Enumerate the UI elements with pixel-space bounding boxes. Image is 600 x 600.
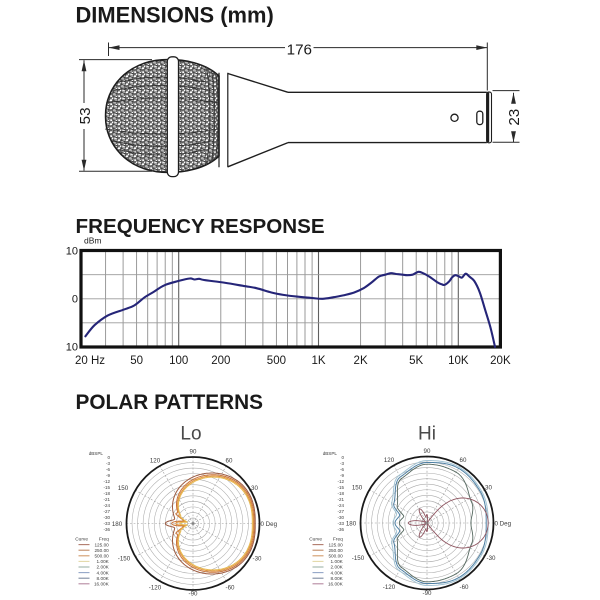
svg-text:DIMENSIONS (mm): DIMENSIONS (mm)	[76, 3, 274, 28]
svg-text:-18: -18	[337, 491, 344, 496]
svg-text:10K: 10K	[448, 355, 469, 367]
svg-text:30: 30	[251, 485, 258, 492]
svg-text:-33: -33	[337, 521, 344, 526]
svg-text:-24: -24	[103, 503, 110, 508]
svg-text:8.00K: 8.00K	[97, 576, 110, 581]
svg-text:23: 23	[506, 109, 523, 126]
svg-text:-30: -30	[253, 556, 263, 563]
svg-text:30: 30	[485, 485, 492, 492]
svg-text:-21: -21	[103, 497, 110, 502]
svg-text:Curve: Curve	[75, 537, 88, 543]
svg-text:500: 500	[267, 355, 286, 367]
svg-text:2.00K: 2.00K	[97, 565, 110, 570]
svg-text:-27: -27	[103, 509, 110, 514]
svg-text:-27: -27	[337, 509, 344, 514]
svg-text:-3: -3	[340, 461, 344, 466]
svg-text:Freq: Freq	[99, 537, 109, 543]
svg-text:-12: -12	[337, 479, 344, 484]
svg-text:-60: -60	[226, 585, 236, 592]
svg-text:dBm: dBm	[84, 236, 101, 246]
svg-text:16.00K: 16.00K	[328, 582, 344, 587]
svg-text:-33: -33	[103, 521, 110, 526]
svg-text:-36: -36	[337, 527, 344, 532]
svg-text:90: 90	[190, 449, 197, 456]
svg-text:-18: -18	[103, 491, 110, 496]
svg-text:5K: 5K	[409, 355, 423, 367]
svg-text:176: 176	[287, 41, 312, 58]
svg-text:-150: -150	[352, 555, 365, 562]
svg-text:1.00K: 1.00K	[331, 559, 344, 564]
svg-text:60: 60	[226, 458, 233, 465]
svg-text:1K: 1K	[311, 355, 325, 367]
svg-text:Lo: Lo	[180, 424, 201, 445]
svg-text:2.00K: 2.00K	[331, 565, 344, 570]
svg-text:125.00: 125.00	[328, 542, 343, 547]
svg-text:2K: 2K	[354, 355, 368, 367]
svg-text:0: 0	[107, 455, 110, 460]
svg-text:-150: -150	[118, 556, 131, 563]
svg-text:4.00K: 4.00K	[331, 570, 344, 575]
svg-text:500.00: 500.00	[94, 554, 109, 559]
svg-text:150: 150	[352, 485, 363, 492]
svg-text:120: 120	[384, 457, 395, 464]
svg-text:150: 150	[118, 485, 129, 492]
svg-text:-6: -6	[106, 467, 110, 472]
svg-text:120: 120	[150, 458, 161, 465]
svg-text:-120: -120	[383, 584, 396, 591]
svg-text:0: 0	[72, 294, 78, 306]
svg-text:-120: -120	[149, 585, 162, 592]
svg-text:-90: -90	[189, 591, 199, 598]
svg-text:0: 0	[341, 455, 344, 460]
svg-text:60: 60	[460, 457, 467, 464]
svg-text:-9: -9	[340, 473, 344, 478]
svg-text:4.00K: 4.00K	[97, 570, 110, 575]
svg-text:-15: -15	[103, 485, 110, 490]
svg-text:-36: -36	[103, 527, 110, 532]
svg-text:Curve: Curve	[309, 537, 322, 543]
svg-text:10: 10	[66, 246, 78, 258]
svg-text:53: 53	[77, 107, 94, 124]
svg-text:-90: -90	[423, 590, 433, 597]
svg-text:-60: -60	[460, 584, 470, 591]
svg-text:1.00K: 1.00K	[97, 559, 110, 564]
svg-text:-24: -24	[337, 503, 344, 508]
svg-text:-3: -3	[106, 461, 110, 466]
svg-text:0 Deg: 0 Deg	[261, 521, 278, 528]
svg-text:20K: 20K	[490, 355, 511, 367]
svg-text:-30: -30	[103, 515, 110, 520]
svg-text:-21: -21	[337, 497, 344, 502]
svg-text:50: 50	[130, 355, 143, 367]
svg-text:FREQUENCY RESPONSE: FREQUENCY RESPONSE	[76, 215, 325, 238]
svg-text:Hi: Hi	[418, 424, 436, 445]
svg-text:100: 100	[169, 355, 188, 367]
svg-text:16.00K: 16.00K	[94, 582, 110, 587]
svg-text:250.00: 250.00	[328, 548, 343, 553]
svg-text:90: 90	[424, 448, 431, 455]
svg-text:250.00: 250.00	[94, 548, 109, 553]
svg-text:10: 10	[66, 342, 78, 354]
svg-text:Freq: Freq	[333, 537, 343, 543]
svg-text:180: 180	[112, 521, 123, 528]
svg-text:500.00: 500.00	[328, 554, 343, 559]
svg-text:20 Hz: 20 Hz	[75, 355, 105, 367]
svg-text:-9: -9	[106, 473, 110, 478]
svg-text:-30: -30	[487, 555, 497, 562]
svg-text:200: 200	[211, 355, 230, 367]
svg-text:180: 180	[346, 521, 357, 528]
svg-text:dBSPL: dBSPL	[89, 451, 104, 456]
svg-text:8.00K: 8.00K	[331, 576, 344, 581]
svg-text:-12: -12	[103, 479, 110, 484]
svg-text:-15: -15	[337, 485, 344, 490]
svg-text:0 Deg: 0 Deg	[495, 521, 512, 528]
svg-text:dBSPL: dBSPL	[323, 451, 338, 456]
svg-text:POLAR PATTERNS: POLAR PATTERNS	[76, 391, 264, 414]
svg-text:-30: -30	[337, 515, 344, 520]
svg-text:125.00: 125.00	[94, 542, 109, 547]
svg-text:-6: -6	[340, 467, 344, 472]
